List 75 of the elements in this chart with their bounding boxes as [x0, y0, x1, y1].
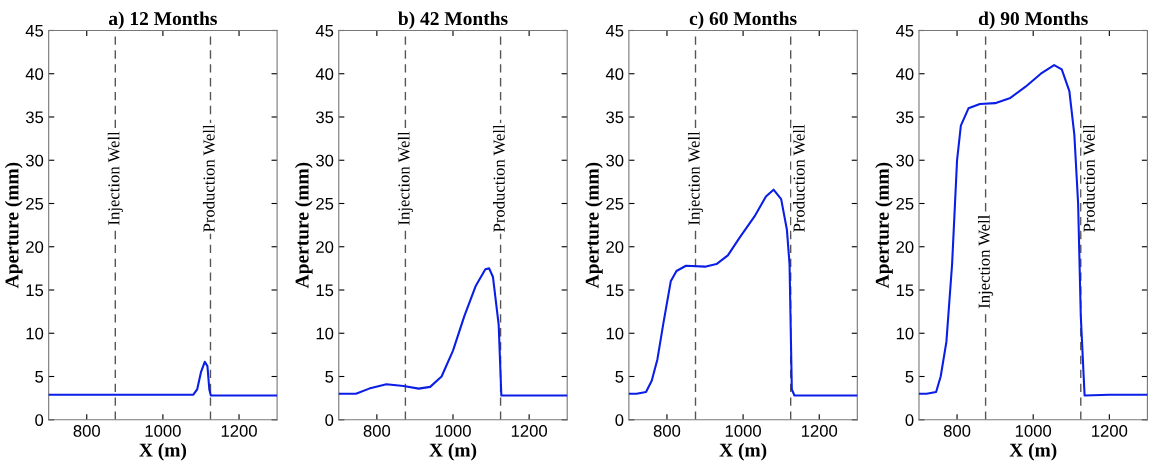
x-axis-title: X (m) — [719, 442, 767, 461]
y-tick-label: 45 — [315, 25, 334, 37]
y-tick-label: 0 — [35, 414, 44, 426]
chart-title: b) 42 Months — [398, 11, 508, 30]
y-tick-label: 45 — [25, 25, 44, 37]
y-tick-label: 15 — [316, 284, 334, 297]
x-tick-label: 1200 — [221, 425, 257, 437]
ref-line-label: Injection Well — [687, 131, 704, 225]
y-tick-label: 30 — [606, 154, 624, 167]
x-tick-label: 800 — [73, 425, 100, 437]
x-tick-label: 1000 — [435, 425, 471, 437]
x-tick-label: 1200 — [1092, 425, 1128, 437]
y-tick-label: 0 — [325, 414, 334, 426]
y-tick-label: 25 — [606, 197, 624, 210]
x-tick-label: 1000 — [725, 425, 761, 437]
x-axis-title: X (m) — [139, 442, 187, 461]
x-axis-title: X (m) — [429, 442, 477, 461]
x-tick-label: 800 — [653, 425, 681, 437]
y-tick-label: 25 — [316, 197, 334, 210]
x-axis-title: X (m) — [1009, 442, 1057, 461]
ref-line-label: Production Well — [792, 124, 805, 232]
y-tick-label: 0 — [905, 414, 914, 426]
y-tick-label: 5 — [35, 371, 44, 383]
y-tick-label: 30 — [896, 154, 914, 167]
y-tick-label: 40 — [895, 68, 914, 80]
ref-line-label: Injection Well — [107, 131, 123, 225]
y-tick-label: 5 — [325, 371, 334, 383]
ref-line-label: Injection Well — [397, 131, 413, 225]
y-tick-label: 15 — [896, 284, 914, 297]
line-series — [48, 360, 278, 397]
y-tick-label: 45 — [895, 25, 914, 37]
ref-line-label: Production Well — [493, 124, 505, 232]
y-axis-title: Aperture (mm) — [875, 162, 893, 289]
y-tick-label: 15 — [26, 284, 44, 297]
y-tick-label: 5 — [905, 371, 914, 383]
chart-title: a) 12 Months — [108, 11, 217, 30]
y-tick-label: 10 — [316, 327, 334, 340]
x-tick-label: 800 — [943, 425, 971, 437]
y-tick-label: 35 — [896, 111, 914, 124]
ref-line-label: Production Well — [202, 124, 215, 232]
y-tick-label: 20 — [26, 241, 44, 253]
line-series — [918, 64, 1148, 397]
x-tick-label: 1200 — [511, 425, 548, 437]
y-tick-label: 40 — [25, 68, 44, 80]
ref-line-label: Production Well — [1083, 124, 1095, 232]
chart-title: c) 60 Months — [689, 11, 797, 30]
y-tick-label: 25 — [26, 197, 44, 210]
y-tick-label: 0 — [615, 414, 624, 426]
chart-title: d) 90 Months — [978, 11, 1088, 30]
ref-line-label: Injection Well — [978, 214, 994, 309]
y-tick-label: 35 — [316, 111, 334, 124]
y-tick-label: 20 — [316, 241, 334, 253]
y-tick-label: 35 — [25, 111, 44, 124]
x-tick-label: 1000 — [1015, 425, 1052, 437]
y-tick-label: 30 — [25, 154, 44, 167]
y-tick-label: 10 — [606, 327, 624, 340]
y-tick-label: 25 — [896, 197, 914, 210]
y-tick-label: 40 — [315, 68, 334, 80]
y-axis-title: Aperture (mm) — [4, 162, 23, 289]
y-tick-label: 35 — [606, 111, 624, 124]
y-tick-label: 10 — [896, 327, 914, 340]
y-tick-label: 30 — [316, 154, 334, 167]
y-tick-label: 10 — [26, 327, 44, 340]
x-tick-label: 800 — [363, 425, 391, 437]
y-tick-label: 45 — [605, 25, 624, 37]
y-tick-label: 20 — [606, 241, 624, 253]
y-tick-label: 15 — [606, 284, 624, 297]
x-tick-label: 1000 — [145, 425, 181, 437]
y-axis-title: Aperture (mm) — [585, 162, 603, 289]
y-axis-title: Aperture (mm) — [294, 162, 313, 289]
y-tick-label: 40 — [605, 68, 624, 80]
x-tick-label: 1200 — [801, 425, 838, 437]
y-tick-label: 20 — [896, 241, 914, 253]
y-tick-label: 5 — [615, 371, 624, 383]
line-series — [338, 267, 568, 397]
